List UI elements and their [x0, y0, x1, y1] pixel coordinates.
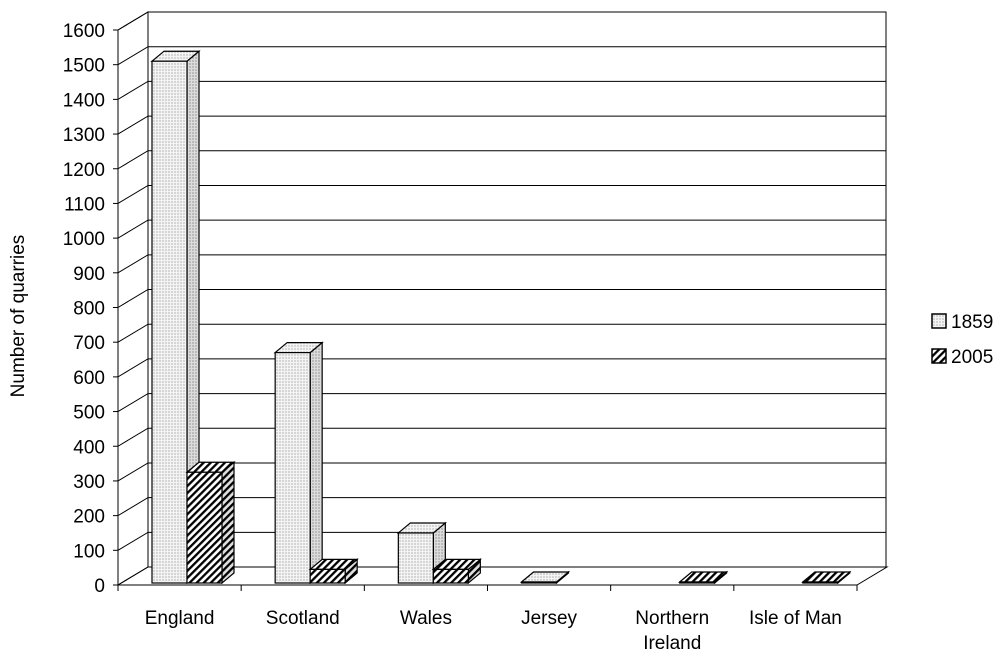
y-tick-label: 1000 [63, 229, 105, 250]
bar-2005-wales [431, 558, 482, 585]
bar-2005-scotland [308, 558, 359, 585]
bar-2005-isle-of-man [801, 570, 852, 585]
y-tick-label: 0 [94, 576, 105, 597]
legend-label: 2005 [951, 347, 993, 368]
legend-label: 1859 [951, 312, 993, 333]
legend-item-2005: 2005 [931, 347, 993, 368]
gridlines [117, 11, 886, 551]
y-tick-label: 200 [73, 507, 105, 528]
y-tick-label: 500 [73, 403, 105, 424]
y-tick-label: 1500 [63, 56, 105, 77]
x-tick-label: Isle of Man [749, 608, 842, 629]
bars [150, 49, 852, 585]
legend-item-1859: 1859 [931, 312, 993, 333]
y-axis-ticks: 0 100 200 300 400 500 600 700 800 900 1000 1100 1200… [63, 21, 118, 597]
y-tick-label: 1300 [63, 125, 105, 146]
y-tick-label: 1200 [63, 160, 105, 181]
bar-1859-jersey [519, 570, 571, 585]
x-axis-ticks: England Scotland Wales Jersey Northern Irelan… [117, 585, 858, 654]
bar-2005-england [185, 460, 236, 585]
bar-2005-northern-ireland [678, 570, 729, 585]
y-tick-label: 1400 [63, 90, 105, 111]
y-tick-label: 700 [73, 333, 105, 354]
y-tick-label: 400 [73, 437, 105, 458]
legend-swatch [931, 313, 947, 329]
x-tick-label: England [145, 608, 215, 629]
y-tick-label: 600 [73, 368, 105, 389]
y-tick-label: 300 [73, 472, 105, 493]
y-tick-label: 1100 [64, 194, 105, 215]
x-tick-label: Northern Ireland [635, 608, 709, 654]
bar-1859-scotland [273, 341, 324, 585]
bar-1859-england [150, 49, 201, 585]
y-tick-label: 100 [73, 541, 105, 562]
x-tick-label: Scotland [266, 608, 340, 629]
legend-swatch [931, 348, 947, 364]
y-tick-label: 1600 [63, 21, 105, 42]
legend: 1859 2005 [931, 312, 993, 368]
y-axis-label: Number of quarries [8, 235, 29, 398]
x-tick-label: Jersey [521, 608, 577, 629]
y-tick-label: 900 [73, 264, 105, 285]
y-tick-label: 800 [73, 299, 105, 320]
bar-1859-wales [396, 521, 447, 585]
x-tick-label: Wales [400, 608, 452, 629]
